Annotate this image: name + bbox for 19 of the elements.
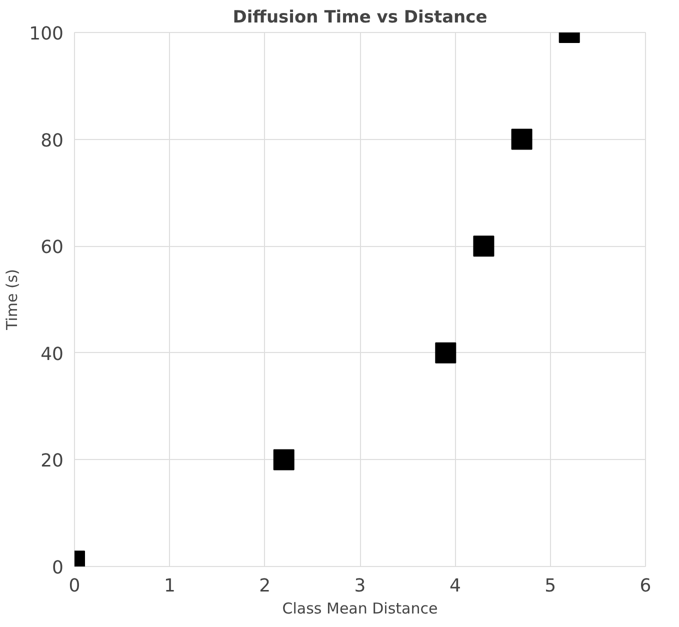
x-tick-label: 0: [68, 576, 80, 596]
y-tick-label: 100: [29, 24, 64, 44]
x-tick-label: 6: [640, 576, 652, 596]
y-tick-label: 60: [40, 237, 64, 258]
point: [511, 128, 532, 150]
x-tick-label: 1: [164, 576, 176, 596]
y-tick-label: 40: [40, 344, 64, 365]
y-tick-label: 20: [40, 450, 64, 472]
x-tick-label: 5: [544, 576, 556, 596]
y-axis-title: Time (s): [3, 269, 22, 331]
chart-title: Diffusion Time vs Distance: [232, 8, 488, 28]
point: [435, 342, 456, 364]
y-tick-label: 80: [40, 130, 64, 152]
y-tick-label: 0: [52, 558, 64, 578]
x-tick-label: 3: [354, 576, 366, 596]
x-tick-label: 4: [449, 576, 461, 596]
point: [473, 236, 494, 257]
x-axis-title: Class Mean Distance: [282, 600, 438, 618]
x-tick-label: 2: [259, 576, 271, 596]
